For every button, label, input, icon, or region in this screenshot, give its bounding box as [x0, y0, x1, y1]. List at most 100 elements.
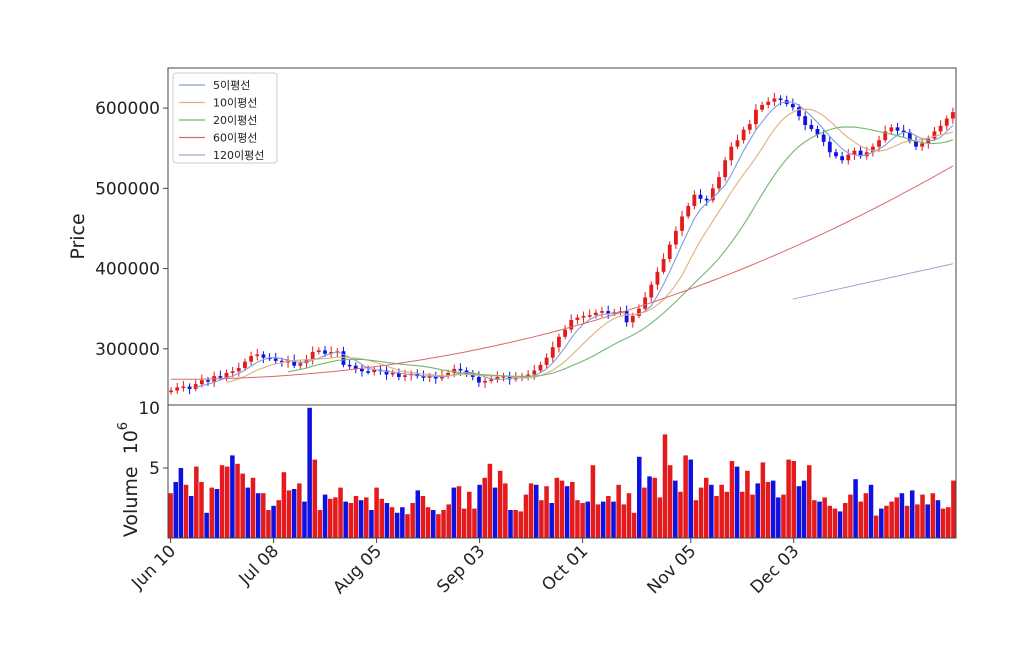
volume-bar [765, 482, 771, 538]
volume-bar [219, 465, 225, 538]
volume-bar [266, 510, 271, 538]
volume-bar [482, 477, 488, 538]
volume-bar [817, 501, 822, 538]
candle-body [181, 386, 186, 389]
x-tick-label: Dec 03 [747, 541, 804, 598]
volume-bar [781, 494, 786, 538]
volume-bar [770, 480, 776, 538]
candle-body [661, 258, 666, 272]
candle-body [673, 230, 678, 245]
volume-bar [776, 497, 781, 538]
candle-body [544, 357, 549, 365]
candle-body [341, 351, 346, 365]
candle-body [292, 360, 297, 366]
volume-bar [693, 500, 699, 538]
candle-body [938, 125, 943, 132]
candle-body [513, 377, 518, 380]
volume-bar [312, 459, 318, 538]
volume-bar [559, 480, 565, 538]
legend-label: 120이평선 [213, 149, 264, 162]
volume-bar [600, 501, 606, 538]
x-axis: Jun 10 Jul 08 Aug 05 Sep 03 Oct 01 Nov 05 Dec … [127, 538, 803, 598]
candle-body [557, 336, 561, 348]
candle-body [483, 380, 487, 383]
candle-body [495, 376, 500, 380]
candle-body [187, 386, 192, 389]
candle-body [353, 365, 358, 369]
volume-bar [734, 466, 740, 538]
x-tick-label: Sep 03 [433, 541, 489, 597]
volume-bar [580, 503, 585, 538]
volume-bar [291, 489, 297, 538]
candle-body [643, 297, 648, 309]
volume-bar [729, 461, 735, 538]
x-tick-label: Jul 08 [235, 541, 283, 589]
candle-body [175, 387, 180, 391]
candle-body [347, 364, 352, 367]
volume-bar [518, 511, 524, 538]
candle-body [199, 380, 204, 385]
candle-body [206, 380, 210, 382]
volume-bar [698, 487, 704, 538]
volume-bar [745, 470, 750, 538]
volume-bar [456, 486, 462, 538]
candle-body [606, 311, 611, 314]
volume-bar [322, 494, 328, 538]
x-tick-label: Oct 01 [538, 541, 592, 595]
volume-bar [631, 512, 637, 538]
volume-bar [570, 482, 575, 538]
volume-bar [915, 504, 920, 538]
candle-body [723, 160, 728, 178]
candle-body [433, 376, 438, 379]
candle-body [827, 141, 832, 153]
candle-body [224, 372, 229, 378]
volume-bar [528, 483, 534, 538]
volume-bar [554, 477, 560, 538]
volume-bar [523, 494, 529, 538]
x-tick-label: Nov 05 [644, 541, 701, 598]
candle-body [944, 118, 949, 126]
volume-bar [286, 490, 292, 538]
volume-bar [709, 484, 714, 538]
volume-bar [508, 510, 513, 538]
volume-bar [544, 486, 549, 538]
candle-body [821, 134, 826, 142]
volume-bar [801, 480, 807, 538]
volume-bar [837, 511, 843, 538]
volume-bar [317, 510, 323, 538]
volume-bar [235, 463, 240, 538]
candle-body [926, 138, 931, 144]
volume-bar [786, 459, 791, 538]
candle-body [920, 143, 925, 147]
volume-bar [338, 487, 343, 538]
volume-bar [621, 504, 627, 538]
volume-bar [245, 487, 251, 538]
candle-body [587, 315, 592, 317]
volume-bar [667, 465, 673, 538]
volume-bar [647, 476, 652, 538]
candle-body [316, 350, 321, 353]
candle-body [593, 312, 598, 316]
candle-body [815, 128, 820, 135]
volume-bar [461, 508, 467, 538]
candle-body [877, 140, 881, 147]
volume-bar [642, 487, 647, 538]
candle-body [624, 311, 629, 323]
price-panel: 300000 400000 500000 600000 Price [67, 67, 957, 406]
volume-bar [575, 500, 580, 538]
volume-bar [472, 508, 477, 538]
volume-bar [853, 479, 858, 538]
volume-bar [261, 493, 266, 538]
candle-body [932, 131, 937, 139]
volume-bar [879, 508, 884, 538]
candle-body [169, 390, 173, 393]
candle-body [360, 368, 364, 372]
candle-body [655, 271, 660, 285]
volume-bar [333, 497, 338, 538]
volume-scale-label: 10 [138, 399, 160, 419]
candle-body [507, 376, 512, 380]
candle-body [760, 104, 764, 110]
